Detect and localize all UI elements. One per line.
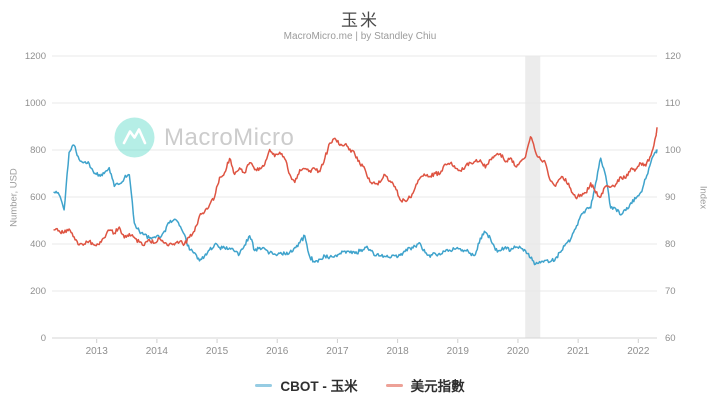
y-axis-left-tick-label: 600: [30, 192, 46, 203]
y-axis-right-tick-label: 110: [665, 98, 680, 109]
y-axis-right-tick-label: 70: [665, 286, 676, 297]
y-axis-title-left: Number, USD: [8, 168, 20, 227]
x-axis-year-label: 2017: [326, 346, 349, 357]
y-axis-right-tick-label: 60: [665, 333, 676, 344]
y-axis-right-tick-label: 100: [665, 145, 681, 156]
x-axis-year-label: 2015: [206, 346, 229, 357]
legend-swatch-usd-icon: [385, 383, 403, 387]
x-axis-year-label: 2019: [447, 346, 470, 357]
chart-subtitle: MacroMicro.me | by Standley Chiu: [283, 31, 437, 42]
x-axis-year-label: 2020: [507, 346, 530, 357]
y-axis-left-tick-label: 1200: [25, 51, 46, 62]
legend-item-usd-index[interactable]: 美元指數: [385, 375, 465, 395]
legend-label-cbot-corn: CBOT - 玉米: [280, 379, 358, 394]
x-axis-year-label: 2013: [86, 346, 109, 357]
page-title: 玉米: [341, 11, 379, 30]
y-axis-right-tick-label: 80: [665, 239, 676, 250]
y-axis-left-tick-label: 0: [41, 333, 46, 344]
x-axis-year-label: 2021: [567, 346, 590, 357]
x-axis-year-label: 2022: [627, 346, 650, 357]
y-axis-right-tick-label: 120: [665, 51, 681, 62]
y-axis-left-tick-label: 800: [30, 145, 46, 156]
x-axis-year-label: 2014: [146, 346, 169, 357]
usd-index-series-line[interactable]: [53, 127, 658, 247]
x-axis-year-label: 2016: [266, 346, 289, 357]
y-axis-left-tick-label: 200: [30, 286, 46, 297]
y-axis-right-tick-label: 90: [665, 192, 676, 203]
legend-label-usd-index: 美元指數: [410, 379, 465, 394]
plot-area[interactable]: [52, 56, 657, 338]
x-axis-year-label: 2018: [386, 346, 409, 357]
corn-series-line[interactable]: [53, 144, 658, 266]
y-axis-left-tick-label: 1000: [25, 98, 46, 109]
y-axis-title-right: Index: [697, 185, 709, 210]
legend-item-cbot-corn[interactable]: CBOT - 玉米: [255, 375, 358, 395]
y-axis-left-tick-label: 400: [30, 239, 46, 250]
legend-swatch-corn-icon: [255, 383, 273, 387]
chart-legend: CBOT - 玉米 美元指數: [0, 375, 720, 395]
